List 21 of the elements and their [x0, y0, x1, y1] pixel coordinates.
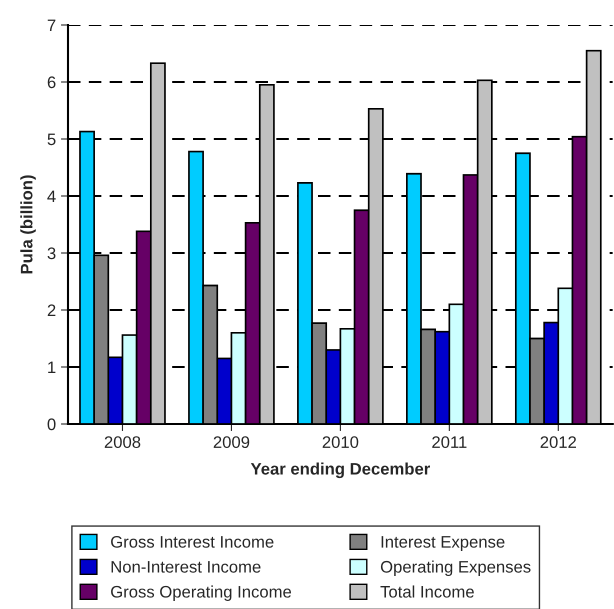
y-tick-label: 4	[47, 190, 56, 202]
x-tick-label: 2012	[540, 436, 576, 448]
x-tick-label: 2008	[104, 436, 140, 448]
x-tick-label: 2010	[322, 436, 358, 448]
legend-label: Operating Expenses	[380, 560, 531, 576]
legend-label: Total Income	[380, 585, 474, 598]
x-tick-label: 2011	[432, 436, 466, 448]
x-tick-label: 2009	[214, 436, 250, 448]
x-axis-title: Year ending December	[250, 462, 430, 478]
y-tick-label: 5	[48, 134, 56, 146]
y-tick-label: 6	[48, 76, 56, 88]
y-tick-label: 0	[48, 418, 56, 430]
legend-label: Gross Interest Income	[111, 536, 274, 548]
legend-label: Gross Operating Income	[111, 585, 292, 601]
y-tick-label: 7	[48, 20, 56, 32]
legend-label: Non-Interest Income	[112, 561, 260, 573]
y-tick-label: 1	[48, 362, 56, 374]
y-axis-title: Pula (billion)	[20, 175, 36, 274]
y-tick-label: 3	[48, 247, 56, 260]
legend-label: Interest Expense	[382, 536, 504, 552]
y-tick-label: 2	[48, 304, 56, 316]
